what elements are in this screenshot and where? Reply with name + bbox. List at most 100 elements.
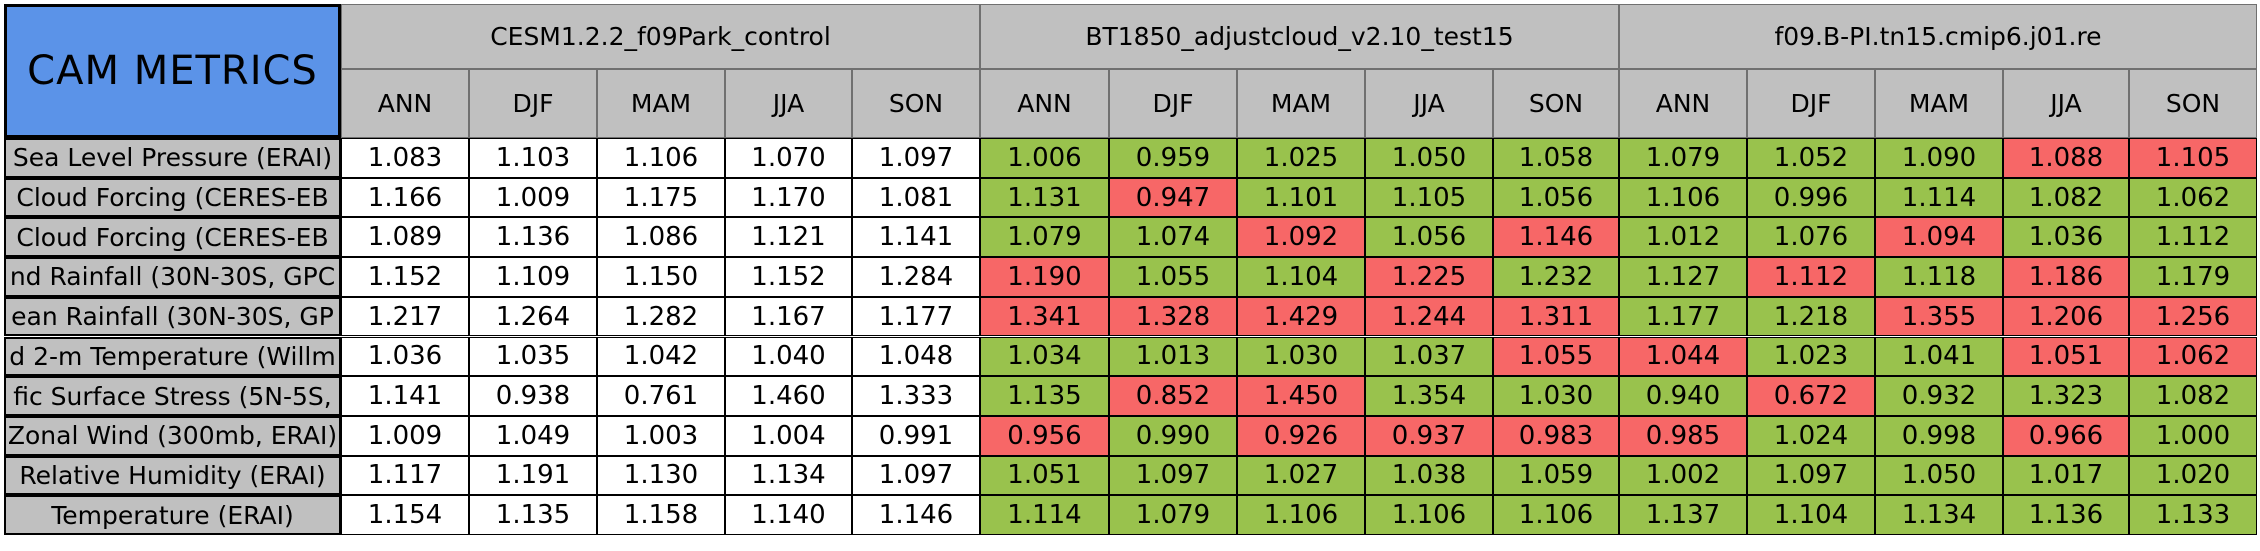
metric-value-cell: 1.037 bbox=[1365, 336, 1493, 377]
metric-value-cell: 1.076 bbox=[1747, 217, 1875, 258]
metric-value-cell: 1.048 bbox=[852, 336, 980, 377]
metric-value-cell: 1.040 bbox=[725, 336, 852, 377]
metric-value-cell: 1.225 bbox=[1365, 257, 1493, 297]
metric-value-cell: 1.017 bbox=[2003, 455, 2129, 496]
metric-value-cell: 1.121 bbox=[725, 217, 852, 258]
metric-value-cell: 0.956 bbox=[980, 415, 1109, 456]
metric-value-cell: 1.038 bbox=[1365, 455, 1493, 496]
metric-value-cell: 1.264 bbox=[469, 296, 597, 337]
metric-value-cell: 1.041 bbox=[1875, 336, 2003, 377]
metric-name: d 2-m Temperature (Willm bbox=[9, 341, 336, 371]
metric-value-cell: 0.940 bbox=[1619, 376, 1747, 416]
metric-value-cell: 0.926 bbox=[1237, 415, 1365, 456]
metric-value-cell: 1.206 bbox=[2003, 296, 2129, 337]
season-header: JJA bbox=[1365, 69, 1493, 138]
metric-value-cell: 1.062 bbox=[2129, 177, 2257, 218]
metric-row-label: ean Rainfall (30N-30S, GP bbox=[4, 296, 341, 337]
metric-value-cell: 1.049 bbox=[469, 415, 597, 456]
season-header: ANN bbox=[1619, 69, 1747, 138]
metric-value-cell: 1.429 bbox=[1237, 296, 1365, 337]
metric-row-label: d 2-m Temperature (Willm bbox=[4, 336, 341, 377]
season-header: JJA bbox=[2003, 69, 2129, 138]
metric-value-cell: 1.059 bbox=[1493, 455, 1619, 496]
metric-value-cell: 1.082 bbox=[2003, 177, 2129, 218]
metric-value-cell: 1.083 bbox=[341, 138, 469, 178]
metric-value-cell: 1.103 bbox=[469, 138, 597, 178]
metric-value-cell: 1.079 bbox=[1109, 495, 1237, 535]
metric-value-cell: 1.042 bbox=[597, 336, 725, 377]
model-header: CESM1.2.2_f09Park_control bbox=[341, 4, 980, 69]
metric-value-cell: 1.141 bbox=[341, 376, 469, 416]
season-header: DJF bbox=[1747, 69, 1875, 138]
metric-value-cell: 1.023 bbox=[1747, 336, 1875, 377]
metric-value-cell: 1.081 bbox=[852, 177, 980, 218]
metric-value-cell: 1.020 bbox=[2129, 455, 2257, 496]
metric-value-cell: 1.217 bbox=[341, 296, 469, 337]
season-header: JJA bbox=[725, 69, 852, 138]
metric-name: nd Rainfall (30N-30S, GPC bbox=[9, 262, 336, 292]
metric-value-cell: 1.311 bbox=[1493, 296, 1619, 337]
metric-value-cell: 1.154 bbox=[341, 495, 469, 535]
metric-value-cell: 0.947 bbox=[1109, 177, 1237, 218]
metric-value-cell: 1.232 bbox=[1493, 257, 1619, 297]
metric-value-cell: 1.141 bbox=[852, 217, 980, 258]
metric-name: Cloud Forcing (CERES-EB bbox=[16, 222, 329, 252]
metric-value-cell: 1.030 bbox=[1237, 336, 1365, 377]
metric-value-cell: 1.150 bbox=[597, 257, 725, 297]
metric-value-cell: 1.167 bbox=[725, 296, 852, 337]
metric-value-cell: 1.333 bbox=[852, 376, 980, 416]
metric-row-label: Sea Level Pressure (ERAI) bbox=[4, 138, 341, 178]
metric-value-cell: 1.135 bbox=[469, 495, 597, 535]
metric-value-cell: 0.761 bbox=[597, 376, 725, 416]
metric-value-cell: 1.050 bbox=[1365, 138, 1493, 178]
metric-value-cell: 0.852 bbox=[1109, 376, 1237, 416]
metric-value-cell: 1.079 bbox=[980, 217, 1109, 258]
season-header: SON bbox=[1493, 69, 1619, 138]
metric-value-cell: 1.114 bbox=[1875, 177, 2003, 218]
metric-value-cell: 1.136 bbox=[2003, 495, 2129, 535]
metric-value-cell: 1.152 bbox=[725, 257, 852, 297]
metric-value-cell: 0.985 bbox=[1619, 415, 1747, 456]
metric-value-cell: 1.055 bbox=[1493, 336, 1619, 377]
metric-value-cell: 1.070 bbox=[725, 138, 852, 178]
metric-value-cell: 1.341 bbox=[980, 296, 1109, 337]
metric-value-cell: 1.131 bbox=[980, 177, 1109, 218]
metric-name: Sea Level Pressure (ERAI) bbox=[12, 143, 333, 173]
metric-value-cell: 1.030 bbox=[1493, 376, 1619, 416]
metric-value-cell: 1.000 bbox=[2129, 415, 2257, 456]
metric-value-cell: 1.092 bbox=[1237, 217, 1365, 258]
metric-name: Cloud Forcing (CERES-EB bbox=[16, 183, 329, 213]
season-header: ANN bbox=[341, 69, 469, 138]
metric-value-cell: 1.460 bbox=[725, 376, 852, 416]
season-header: ANN bbox=[980, 69, 1109, 138]
season-header: MAM bbox=[1875, 69, 2003, 138]
metric-row-label: nd Rainfall (30N-30S, GPC bbox=[4, 257, 341, 297]
metric-value-cell: 1.118 bbox=[1875, 257, 2003, 297]
metric-value-cell: 1.086 bbox=[597, 217, 725, 258]
metric-value-cell: 1.170 bbox=[725, 177, 852, 218]
metric-value-cell: 1.282 bbox=[597, 296, 725, 337]
metric-value-cell: 1.036 bbox=[2003, 217, 2129, 258]
metric-value-cell: 1.025 bbox=[1237, 138, 1365, 178]
metric-value-cell: 1.355 bbox=[1875, 296, 2003, 337]
metric-value-cell: 0.983 bbox=[1493, 415, 1619, 456]
metric-value-cell: 1.158 bbox=[597, 495, 725, 535]
metric-value-cell: 1.177 bbox=[1619, 296, 1747, 337]
season-header: SON bbox=[852, 69, 980, 138]
metric-value-cell: 1.051 bbox=[980, 455, 1109, 496]
season-header: MAM bbox=[597, 69, 725, 138]
metric-value-cell: 1.002 bbox=[1619, 455, 1747, 496]
metric-value-cell: 1.179 bbox=[2129, 257, 2257, 297]
metric-value-cell: 1.090 bbox=[1875, 138, 2003, 178]
metric-value-cell: 1.191 bbox=[469, 455, 597, 496]
metric-row-label: Cloud Forcing (CERES-EB bbox=[4, 217, 341, 258]
metric-row-label: fic Surface Stress (5N-5S, bbox=[4, 376, 341, 416]
metric-value-cell: 1.024 bbox=[1747, 415, 1875, 456]
metric-value-cell: 1.127 bbox=[1619, 257, 1747, 297]
metric-value-cell: 1.135 bbox=[980, 376, 1109, 416]
metric-value-cell: 1.056 bbox=[1365, 217, 1493, 258]
metric-value-cell: 1.052 bbox=[1747, 138, 1875, 178]
metric-value-cell: 1.035 bbox=[469, 336, 597, 377]
metric-value-cell: 1.190 bbox=[980, 257, 1109, 297]
metric-value-cell: 1.105 bbox=[1365, 177, 1493, 218]
